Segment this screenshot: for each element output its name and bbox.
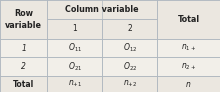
Bar [47,57,102,76]
Text: $n_{+1}$: $n_{+1}$ [68,79,82,89]
Text: $n$: $n$ [185,80,192,89]
Text: $O_{22}$: $O_{22}$ [123,60,137,73]
Bar [102,19,157,39]
Text: Column variable: Column variable [66,5,139,14]
Text: $O_{12}$: $O_{12}$ [123,42,137,54]
Text: 1: 1 [72,24,77,33]
Text: 1: 1 [21,44,26,53]
Bar [47,19,102,39]
Text: 2: 2 [21,62,26,71]
Text: $n_{+2}$: $n_{+2}$ [123,79,137,89]
Bar [157,76,220,92]
Text: Row
variable: Row variable [5,9,42,30]
Bar [102,76,157,92]
Text: $O_{11}$: $O_{11}$ [68,42,82,54]
Bar [102,39,157,57]
Bar [0,0,47,39]
Text: $O_{21}$: $O_{21}$ [68,60,82,73]
Bar [0,76,47,92]
Bar [47,76,102,92]
Bar [47,0,157,19]
Bar [0,39,47,57]
Text: Total: Total [178,15,200,24]
Text: $n_{1+}$: $n_{1+}$ [181,43,196,53]
Bar [0,57,47,76]
Bar [157,57,220,76]
Text: Total: Total [13,80,34,89]
Bar [157,39,220,57]
Bar [157,0,220,39]
Text: $n_{2+}$: $n_{2+}$ [181,61,196,72]
Bar [47,39,102,57]
Bar [102,57,157,76]
Text: 2: 2 [127,24,132,33]
